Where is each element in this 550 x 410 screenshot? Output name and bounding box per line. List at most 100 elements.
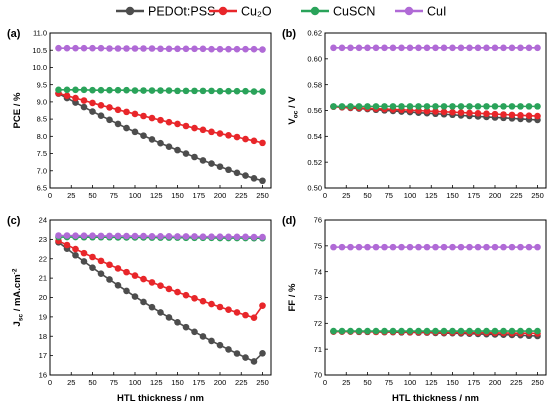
- data-point-cui: [148, 45, 156, 52]
- x-tick-label: 200: [214, 378, 227, 387]
- data-point-cui: [55, 44, 62, 52]
- y-tick-label: 0.56: [307, 106, 322, 115]
- x-tick-label: 200: [214, 191, 227, 200]
- data-point-cuscn: [389, 327, 397, 335]
- y-tick-label: 24: [39, 216, 47, 225]
- data-point-cu2o: [165, 118, 173, 126]
- data-point-cui: [148, 232, 156, 240]
- series-group: [330, 243, 541, 340]
- data-point-cui: [491, 44, 499, 52]
- y-tick-label: 10.0: [32, 63, 47, 72]
- x-tick-label: 175: [467, 378, 480, 387]
- data-point-cu2o: [500, 111, 507, 118]
- data-point-cuscn: [508, 103, 516, 110]
- data-point-cuscn: [466, 327, 473, 335]
- legend-marker-cui: [404, 6, 414, 16]
- x-tick-label: 75: [110, 191, 118, 200]
- data-point-pedot: [174, 146, 181, 154]
- data-point-cu2o: [525, 112, 533, 119]
- data-point-cui: [347, 243, 354, 251]
- data-point-cui: [233, 45, 241, 53]
- y-tick-label: 21: [39, 274, 47, 283]
- data-point-cui: [250, 45, 258, 53]
- data-point-cui: [355, 44, 363, 52]
- data-point-cui: [123, 45, 130, 52]
- y-tick-label: 18: [39, 332, 47, 341]
- data-point-cu2o: [225, 132, 232, 139]
- data-point-cui: [157, 232, 164, 240]
- data-point-cu2o: [97, 257, 105, 265]
- data-point-cu2o: [250, 137, 258, 145]
- data-point-cui: [174, 233, 181, 240]
- data-point-cui: [208, 233, 215, 240]
- data-point-cui: [242, 45, 249, 53]
- data-point-cuscn: [423, 327, 431, 335]
- x-tick-label: 50: [88, 191, 96, 200]
- data-point-cui: [381, 44, 388, 52]
- data-point-cui: [208, 45, 215, 53]
- data-point-cuscn: [389, 103, 397, 110]
- data-point-pedot: [165, 314, 173, 321]
- x-tick-label: 225: [510, 191, 523, 200]
- data-point-cu2o: [508, 111, 516, 119]
- data-point-cuscn: [398, 103, 405, 110]
- x-tick-label: 175: [192, 191, 205, 200]
- data-point-pedot: [157, 309, 164, 316]
- plot-frame: [49, 32, 272, 189]
- data-point-cuscn: [330, 327, 337, 335]
- data-point-cu2o: [466, 109, 473, 117]
- data-point-cui: [182, 45, 190, 53]
- data-point-cui: [131, 45, 139, 52]
- data-point-cuscn: [182, 87, 190, 95]
- data-point-pedot: [140, 132, 147, 139]
- data-point-pedot: [250, 175, 258, 182]
- data-point-cuscn: [114, 86, 122, 94]
- data-point-cuscn: [123, 86, 130, 94]
- data-point-cuscn: [364, 103, 371, 110]
- y-tick-label: 70: [314, 371, 322, 380]
- x-tick-label: 100: [404, 191, 417, 200]
- y-tick-label: 17: [39, 351, 47, 360]
- data-point-pedot: [216, 163, 224, 170]
- data-point-cu2o: [199, 297, 207, 305]
- data-point-cui: [106, 232, 113, 240]
- data-point-cui: [165, 232, 173, 240]
- data-point-cu2o: [233, 309, 241, 316]
- data-point-pedot: [114, 120, 122, 128]
- data-point-cui: [250, 233, 258, 241]
- data-point-cuscn: [338, 327, 346, 335]
- data-point-cui: [389, 44, 397, 52]
- data-point-cuscn: [165, 87, 173, 94]
- data-point-cuscn: [157, 87, 164, 94]
- data-point-cuscn: [174, 87, 181, 95]
- data-point-pedot: [97, 270, 105, 277]
- data-point-cui: [415, 243, 422, 251]
- data-point-cu2o: [474, 110, 482, 117]
- data-point-pedot: [233, 169, 241, 177]
- y-axis-title: FF / %: [287, 283, 298, 312]
- data-point-cuscn: [63, 86, 71, 94]
- data-point-cu2o: [259, 302, 266, 309]
- x-tick-label: 0: [323, 191, 327, 200]
- data-point-cuscn: [80, 86, 88, 94]
- data-point-cuscn: [491, 103, 499, 110]
- data-point-cui: [191, 45, 198, 53]
- data-point-pedot: [140, 298, 147, 306]
- data-point-cuscn: [483, 103, 490, 110]
- data-point-cui: [483, 243, 490, 251]
- y-axis-title-text: FF / %: [287, 283, 298, 312]
- data-point-cui: [398, 243, 405, 251]
- series-cuscn: [330, 327, 541, 335]
- data-point-cui: [406, 44, 414, 52]
- data-point-pedot: [148, 136, 156, 143]
- data-point-cu2o: [208, 128, 215, 136]
- y-axis-title-text: PCE / %: [12, 92, 23, 128]
- data-point-cuscn: [525, 327, 533, 335]
- data-point-cui: [423, 243, 431, 251]
- x-tick-label: 25: [67, 191, 75, 200]
- series-group: [55, 232, 266, 365]
- data-point-cu2o: [157, 282, 164, 289]
- data-point-cu2o: [457, 109, 465, 116]
- data-point-cuscn: [381, 327, 388, 335]
- data-point-cuscn: [55, 86, 62, 94]
